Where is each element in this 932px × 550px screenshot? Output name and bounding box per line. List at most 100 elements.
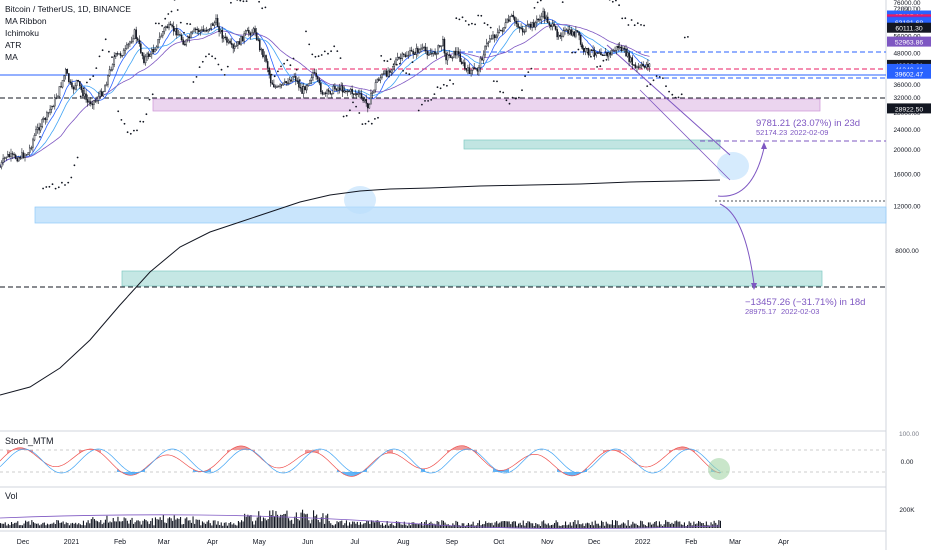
candle bbox=[592, 49, 594, 52]
volume-bar bbox=[79, 524, 81, 528]
volume-bar bbox=[649, 522, 651, 528]
time-tick-label: Feb bbox=[685, 539, 697, 546]
projection-up-arrow[interactable] bbox=[717, 147, 765, 197]
volume-bar bbox=[39, 525, 41, 528]
ichimoku-dot bbox=[464, 20, 467, 22]
candle bbox=[633, 64, 635, 66]
volume-bar bbox=[194, 523, 196, 528]
candle bbox=[324, 92, 327, 95]
candle bbox=[335, 88, 338, 91]
candle bbox=[157, 39, 159, 48]
price-label-text: 60111.30 bbox=[895, 26, 923, 33]
candle bbox=[14, 154, 17, 159]
volume-bar bbox=[652, 523, 654, 528]
volume-bar bbox=[558, 525, 560, 528]
volume-bar bbox=[646, 526, 648, 528]
volume-bar bbox=[569, 522, 571, 528]
ichimoku-dot bbox=[189, 23, 192, 25]
volume-bar bbox=[375, 520, 377, 528]
volume-bar bbox=[133, 523, 135, 528]
volume-bar bbox=[214, 520, 216, 528]
candle bbox=[471, 67, 474, 71]
volume-bar bbox=[535, 523, 537, 528]
volume-bar bbox=[488, 522, 490, 528]
volume-bar bbox=[53, 522, 55, 528]
support-zone-blue[interactable] bbox=[34, 206, 887, 224]
candle bbox=[216, 17, 219, 27]
volume-bar bbox=[187, 520, 189, 528]
volume-bar bbox=[106, 515, 108, 528]
volume-bar bbox=[618, 525, 620, 528]
indicator-ma[interactable]: MA bbox=[5, 52, 18, 62]
volume-bar bbox=[622, 522, 624, 528]
candle bbox=[523, 31, 526, 33]
volume-bar bbox=[710, 522, 712, 528]
volume-bar bbox=[477, 523, 479, 528]
volume-bar bbox=[314, 516, 316, 528]
volume-bar bbox=[231, 524, 233, 528]
ichimoku-dot bbox=[633, 24, 636, 27]
volume-bar bbox=[37, 523, 39, 528]
ichimoku-dot bbox=[571, 51, 573, 54]
ichimoku-dot bbox=[242, 0, 245, 3]
candle bbox=[432, 51, 435, 54]
volume-bar bbox=[597, 523, 599, 528]
ichimoku-dot bbox=[120, 119, 123, 121]
chart-title[interactable]: Bitcoin / TetherUS, 1D, BINANCE bbox=[5, 4, 131, 14]
support-zone-teal[interactable] bbox=[121, 270, 823, 287]
trendline-2[interactable] bbox=[639, 89, 731, 181]
ichimoku-dot bbox=[261, 7, 264, 10]
volume-bar bbox=[167, 518, 169, 528]
ichimoku-dot bbox=[461, 16, 464, 19]
candle bbox=[143, 55, 145, 64]
volume-bar bbox=[713, 520, 715, 528]
ichimoku-dot bbox=[615, 0, 617, 2]
trendline[interactable] bbox=[606, 44, 731, 156]
projection-up-label[interactable]: 9781.21 (23.07%) in 23d bbox=[756, 118, 860, 129]
candle bbox=[517, 23, 519, 28]
candle bbox=[368, 103, 371, 109]
candles bbox=[0, 7, 651, 170]
candle bbox=[487, 41, 490, 44]
ichimoku-dot bbox=[480, 14, 483, 17]
candle bbox=[428, 54, 430, 56]
projection-up-date: 2022-02-09 bbox=[790, 128, 828, 137]
volume-bar bbox=[424, 522, 426, 528]
volume-bar bbox=[154, 517, 156, 528]
volume-bar bbox=[176, 518, 178, 528]
time-axis[interactable]: Dec 2021 Feb Mar Apr May Jun Jul Aug Sep Oct Nov Dec… bbox=[17, 539, 790, 546]
volume-bar bbox=[591, 521, 593, 528]
candle bbox=[75, 79, 78, 87]
volume-bar bbox=[183, 524, 185, 528]
resistance-zone-purple[interactable] bbox=[152, 98, 821, 112]
volume-bar bbox=[241, 520, 243, 528]
candle bbox=[207, 29, 209, 32]
volume-bar bbox=[611, 520, 613, 528]
candle bbox=[509, 16, 511, 22]
candle bbox=[636, 66, 638, 68]
candle bbox=[423, 46, 425, 49]
volume-bar bbox=[455, 520, 457, 528]
volume-bar bbox=[516, 525, 518, 528]
resistance-zone-teal[interactable] bbox=[463, 139, 721, 150]
ichimoku-dot bbox=[389, 58, 392, 61]
candle bbox=[129, 41, 131, 45]
volume-bar bbox=[277, 514, 279, 528]
volume-bar bbox=[336, 521, 338, 528]
candle bbox=[91, 103, 94, 106]
candle bbox=[573, 31, 576, 37]
price-tick-label: 8000.00 bbox=[895, 248, 919, 255]
vol-tick-200k: 200K bbox=[899, 507, 915, 514]
projection-down-label[interactable]: −13457.26 (−31.71%) in 18d bbox=[745, 297, 865, 308]
ichimoku-dot bbox=[530, 67, 533, 70]
projection-down-arrow[interactable] bbox=[719, 203, 755, 285]
indicator-ma-ribbon[interactable]: MA Ribbon bbox=[5, 16, 47, 26]
indicator-atr[interactable]: ATR bbox=[5, 40, 21, 50]
candle bbox=[357, 93, 360, 95]
candle bbox=[387, 70, 389, 77]
candle bbox=[597, 52, 599, 54]
indicator-ichimoku[interactable]: Ichimoku bbox=[5, 28, 39, 38]
volume-bar bbox=[192, 516, 194, 528]
candle bbox=[7, 154, 9, 158]
